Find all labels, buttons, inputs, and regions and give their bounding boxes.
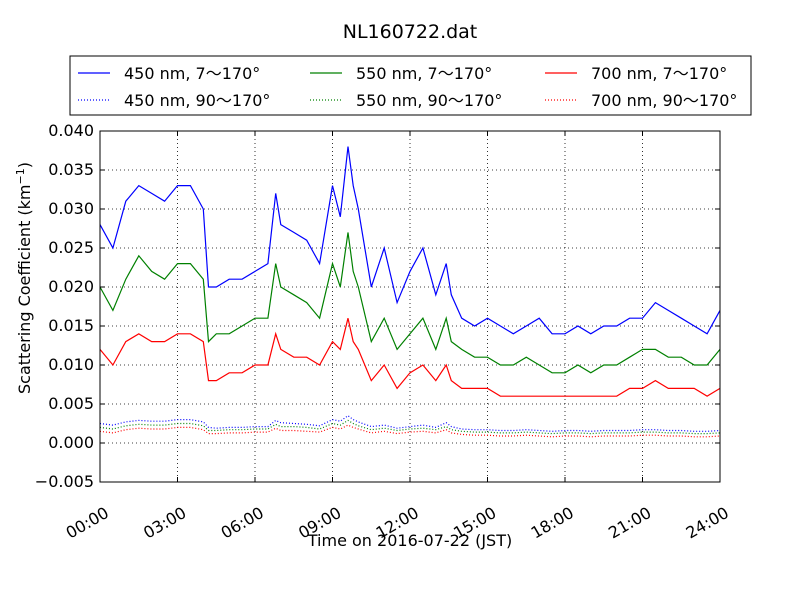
- series-line-5: [99, 419, 721, 435]
- legend-label: 550 nm, 90～170°: [356, 91, 502, 110]
- x-axis-label: Time on 2016-07-22 (JST): [307, 531, 512, 550]
- y-axis-label: Scattering Coefficient (km−1): [14, 162, 34, 394]
- y-tick-label: 0.020: [48, 277, 94, 296]
- y-tick-label: 0.040: [48, 121, 94, 140]
- series-line-6: [99, 424, 721, 438]
- y-tick-label: 0.015: [48, 316, 94, 335]
- legend-label: 450 nm, 90～170°: [124, 91, 270, 110]
- series-layer: [99, 146, 721, 438]
- series-line-1: [99, 146, 721, 335]
- y-tick-labels: −0.005 0.000 0.005 0.010 0.015 0.020 0.025 0.03…: [35, 121, 94, 491]
- legend-label: 550 nm, 7～170°: [356, 64, 492, 83]
- y-axis-label-close: ): [15, 162, 34, 168]
- y-tick-label: 0.000: [48, 433, 94, 452]
- axis-ticks: [99, 130, 721, 483]
- y-tick-label: 0.035: [48, 160, 94, 179]
- y-axis-label-exponent: −1: [14, 168, 27, 184]
- y-tick-label: −0.005: [35, 472, 94, 491]
- y-tick-label: 0.010: [48, 355, 94, 374]
- y-tick-label: 0.030: [48, 199, 94, 218]
- legend-label: 700 nm, 90～170°: [591, 91, 737, 110]
- legend-box: [69, 55, 752, 116]
- y-axis-label-main: Scattering Coefficient (km: [15, 184, 34, 394]
- y-tick-label: 0.005: [48, 394, 94, 413]
- series-line-2: [99, 232, 721, 374]
- y-tick-label: 0.025: [48, 238, 94, 257]
- legend-label: 700 nm, 7～170°: [591, 64, 727, 83]
- series-line-3: [99, 318, 721, 397]
- chart-title: NL160722.dat: [343, 21, 478, 43]
- legend-label: 450 nm, 7～170°: [124, 64, 260, 83]
- legend: 450 nm, 7～170° 550 nm, 7～170° 700 nm, 7～17…: [69, 55, 752, 116]
- series-line-4: [99, 414, 721, 432]
